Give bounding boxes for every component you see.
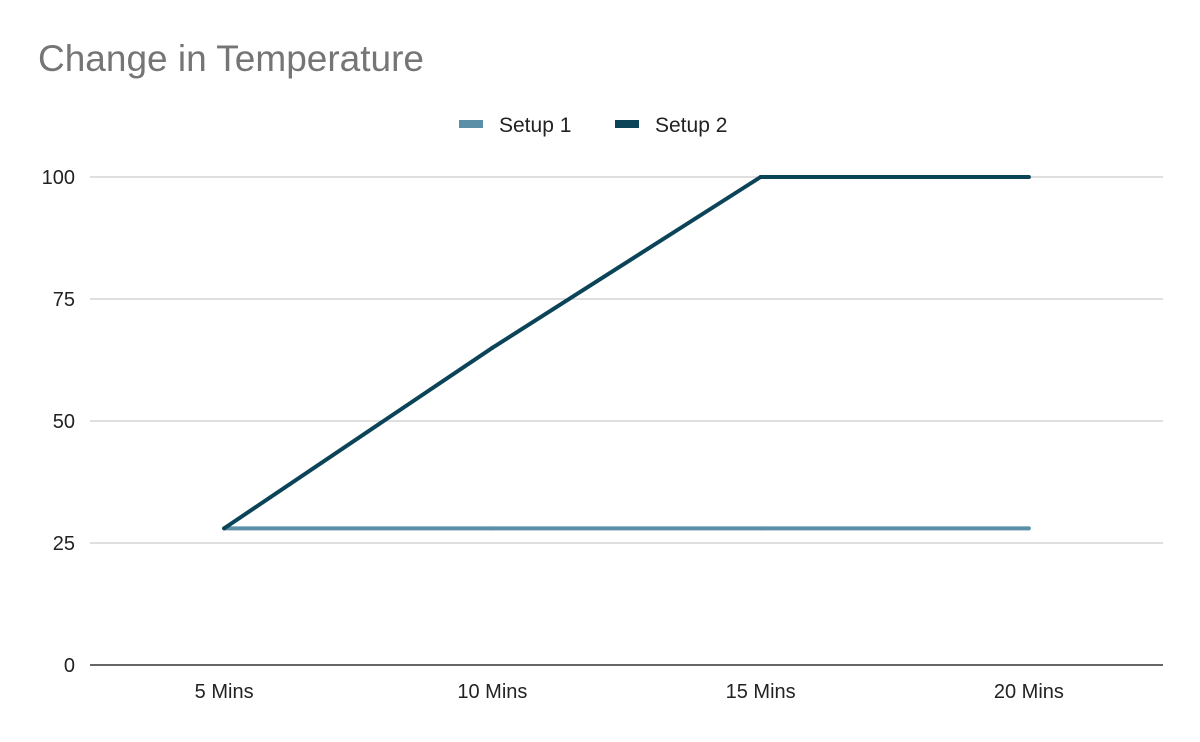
legend-swatch-1 [459,120,483,128]
y-tick-label: 25 [53,533,75,555]
series-2-point [758,175,763,179]
x-tick-label: 5 Mins [195,681,254,703]
y-tick-label: 50 [53,411,75,433]
x-tick-label: 15 Mins [726,681,796,703]
y-tick-label: 100 [42,167,75,189]
series-1-point [1026,526,1031,531]
y-tick-label: 0 [64,655,75,677]
chart-title: Change in Temperature [38,38,425,79]
series-2-point [222,526,227,531]
series-2-point [490,345,495,350]
x-tick-label: 20 Mins [994,681,1064,703]
legend-label-1: Setup 1 [499,114,571,137]
x-tick-label: 10 Mins [457,681,527,703]
series-1-point [490,526,495,531]
series-line-2 [223,175,1029,531]
y-tick-label: 75 [53,289,75,311]
legend-swatch-2 [615,120,639,128]
legend-label-2: Setup 2 [655,114,727,137]
series-1-point [758,526,763,531]
series-2-point [1026,175,1031,179]
